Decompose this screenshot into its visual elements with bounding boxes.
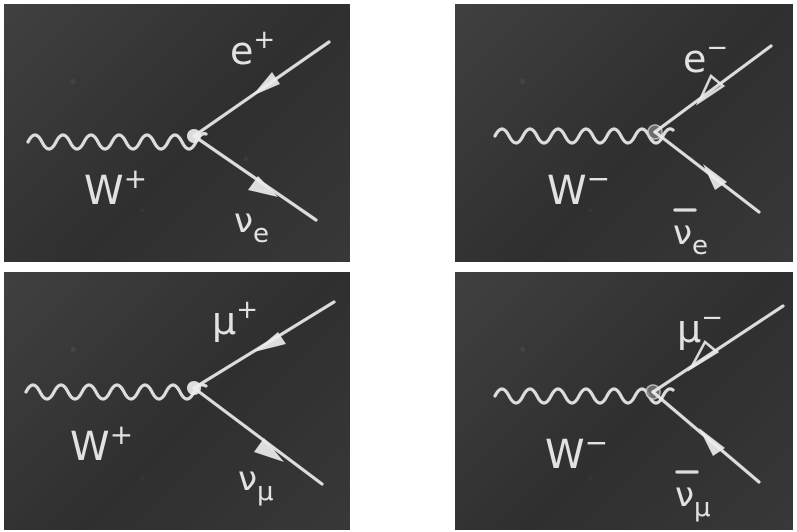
feynman-diagram-panel-w-minus-electron: W− e− νe xyxy=(455,4,793,262)
feynman-diagram-panel-w-plus-electron: W+ e+ νe xyxy=(4,4,350,262)
lower-arrow-icon xyxy=(699,428,725,456)
lower-arrow-icon xyxy=(254,438,284,462)
lower-particle-label: νμ xyxy=(238,459,274,507)
w-boson-wavy-line xyxy=(24,383,208,401)
boson-label: W+ xyxy=(84,162,147,214)
upper-arrow-icon xyxy=(252,72,280,96)
feynman-diagram: W− μ− νμ xyxy=(493,303,785,523)
lower-particle-label: νe xyxy=(234,201,269,249)
lower-arrow-icon xyxy=(703,164,727,190)
upper-arrow-icon xyxy=(687,339,720,372)
feynman-diagram: W− e− νe xyxy=(493,33,773,261)
upper-arrow-icon xyxy=(695,73,726,106)
upper-particle-label: e+ xyxy=(230,25,275,73)
upper-fermion-line xyxy=(651,304,785,394)
boson-label: W+ xyxy=(70,418,133,470)
w-boson-wavy-line xyxy=(493,127,675,145)
upper-particle-label: μ− xyxy=(677,303,723,351)
lower-fermion-line xyxy=(192,134,318,222)
boson-label: W− xyxy=(547,162,610,214)
upper-arrow-icon xyxy=(254,332,286,352)
upper-particle-label: μ+ xyxy=(212,295,258,343)
feynman-diagram-panel-w-minus-muon: W− μ− νμ xyxy=(455,272,793,530)
upper-particle-label: e− xyxy=(683,33,728,81)
feynman-diagram-panel-w-plus-muon: W+ μ+ νμ xyxy=(4,272,350,530)
lower-particle-label: νμ xyxy=(675,475,711,523)
upper-fermion-line xyxy=(653,44,773,134)
boson-label: W− xyxy=(545,426,608,478)
lower-fermion-line xyxy=(192,386,324,486)
feynman-diagram: W+ μ+ νμ xyxy=(24,295,336,507)
w-boson-wavy-line xyxy=(26,132,208,151)
feynman-diagram: W+ e+ νe xyxy=(26,25,331,249)
lower-particle-label: νe xyxy=(673,213,708,261)
lower-arrow-icon xyxy=(248,176,278,197)
